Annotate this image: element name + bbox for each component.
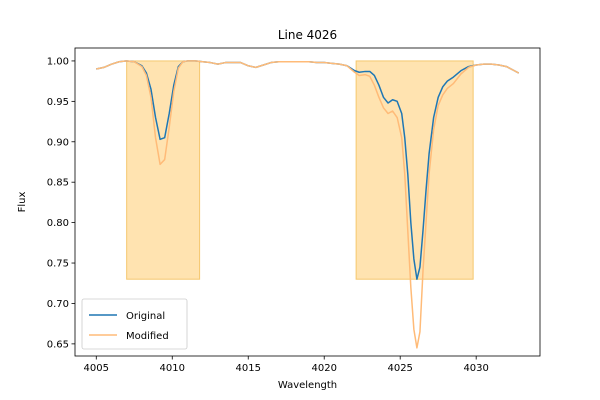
- shaded-regions: [126, 60, 474, 280]
- x-tick-label: 4020: [311, 363, 336, 374]
- legend: Original Modified: [81, 298, 188, 350]
- y-tick-label: 0.70: [47, 299, 69, 310]
- chart-title: Line 4026: [278, 28, 337, 42]
- legend-box: [81, 298, 188, 350]
- x-tick-label: 4010: [160, 363, 185, 374]
- series-line-modified: [96, 60, 520, 349]
- x-tick-label: 4025: [387, 363, 412, 374]
- y-tick-label: 0.85: [47, 178, 69, 189]
- plot-area-frame: [74, 47, 541, 357]
- y-tick-label: 0.80: [47, 218, 69, 229]
- y-axis-ticks: 0.65 0.70 0.75 0.80 0.85 0.90 0.95 1.00: [47, 56, 75, 350]
- x-tick-label: 4030: [463, 363, 488, 374]
- x-axis-label: Wavelength: [278, 380, 337, 391]
- y-axis-label: Flux: [17, 192, 28, 213]
- legend-label-original: Original: [126, 311, 165, 322]
- series-lines: [96, 60, 520, 349]
- x-tick-label: 4015: [236, 363, 261, 374]
- y-tick-label: 0.90: [47, 137, 69, 148]
- y-tick-label: 1.00: [47, 56, 69, 67]
- legend-label-modified: Modified: [126, 331, 169, 342]
- y-tick-label: 0.65: [47, 339, 69, 350]
- x-tick-label: 4005: [84, 363, 109, 374]
- shaded-region-2: [355, 60, 474, 280]
- x-axis-ticks: 4005 4010 4015 4020 4025 4030: [84, 356, 489, 374]
- y-tick-label: 0.95: [47, 97, 69, 108]
- shaded-region-1: [126, 60, 201, 280]
- y-tick-label: 0.75: [47, 259, 69, 270]
